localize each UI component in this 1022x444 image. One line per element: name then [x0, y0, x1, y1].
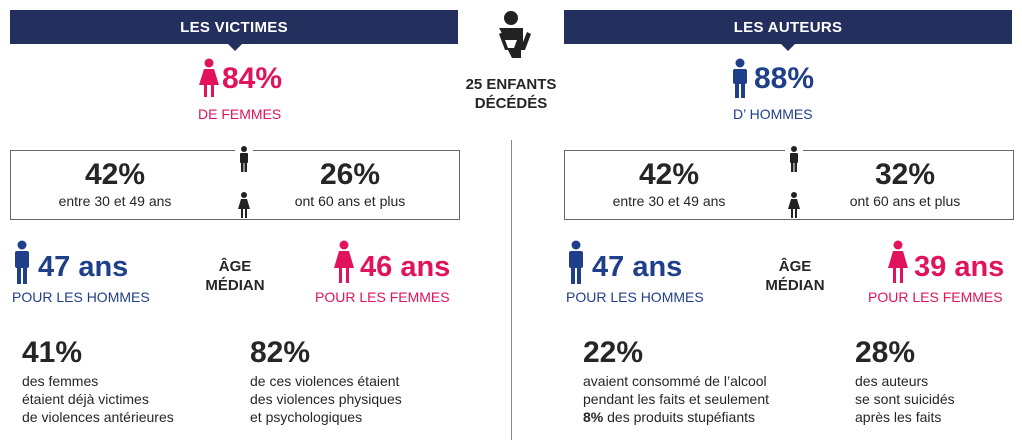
victims-stat1-line1: des femmes	[22, 373, 99, 389]
authors-age-men-label: POUR LES HOMMES	[566, 289, 704, 305]
man-small-icon	[785, 146, 803, 172]
woman-icon	[333, 240, 355, 284]
victims-stat2-line1: de ces violences étaient	[250, 373, 400, 389]
authors-stat1-line3-rest: des produits stupéfiants	[603, 409, 755, 425]
man-icon	[730, 58, 750, 98]
victims-box-left-txt: entre 30 et 49 ans	[58, 193, 172, 209]
authors-median-line2: MÉDIAN	[765, 277, 825, 294]
victims-header-label: LES VICTIMES	[180, 18, 288, 36]
authors-age-men: 47 ans	[592, 251, 683, 283]
victims-header: LES VICTIMES	[10, 10, 458, 44]
authors-median-label: ÂGE MÉDIAN	[760, 257, 830, 295]
authors-box-left-txt: entre 30 et 49 ans	[612, 193, 726, 209]
victims-stat2-line3: et psychologiques	[250, 409, 363, 425]
woman-icon	[198, 58, 220, 98]
authors-box-right-pct: 32%	[874, 158, 936, 191]
woman-small-icon	[785, 192, 803, 218]
baby-icon	[490, 10, 532, 60]
victims-stat1-line3: de violences antérieures	[22, 409, 174, 425]
victims-main-pct: 84%	[222, 62, 283, 95]
dead-children-label: 25 ENFANTS DÉCÉDÉS	[456, 75, 566, 113]
dead-children-line1: 25 ENFANTS	[465, 76, 557, 93]
victims-stat1-pct: 41%	[22, 336, 83, 369]
authors-age-women-label: POUR LES FEMMES	[868, 289, 1003, 305]
victims-stat1-text: des femmes étaient déjà victimes de viol…	[22, 372, 174, 426]
authors-stat2-text: des auteurs se sont suicidés après les f…	[855, 372, 955, 426]
victims-median-line1: ÂGE	[218, 258, 252, 275]
authors-stat1-line3-bold: 8%	[583, 409, 604, 425]
authors-stat2-line1: des auteurs	[855, 373, 929, 389]
victims-stat2-line2: des violences physiques	[250, 391, 402, 407]
victims-header-pointer	[228, 44, 242, 51]
authors-header-pointer	[781, 44, 795, 51]
victims-stat1-line2: étaient déjà victimes	[22, 391, 149, 407]
man-icon	[12, 240, 32, 284]
authors-header-label: LES AUTEURS	[733, 18, 843, 36]
authors-median-line1: ÂGE	[778, 258, 812, 275]
victims-stat2-pct: 82%	[250, 336, 311, 369]
authors-main-pct: 88%	[754, 62, 815, 95]
authors-stat1-line1: avaient consommé de l’alcool	[583, 373, 767, 389]
center-divider	[511, 140, 512, 440]
authors-stat1-line3: 8% des produits stupéfiants	[583, 408, 769, 426]
victims-stat2-text: de ces violences étaient des violences p…	[250, 372, 402, 426]
victims-age-women-label: POUR LES FEMMES	[315, 289, 450, 305]
authors-age-women: 39 ans	[914, 251, 1005, 283]
authors-stat1-text: avaient consommé de l’alcool pendant les…	[583, 372, 769, 426]
victims-median-line2: MÉDIAN	[205, 277, 265, 294]
dead-children-line2: DÉCÉDÉS	[474, 95, 548, 112]
authors-stat1-pct: 22%	[583, 336, 644, 369]
authors-stat1-line2: pendant les faits et seulement	[583, 391, 770, 407]
authors-stat2-line3: après les faits	[855, 409, 942, 425]
authors-box-right-txt: ont 60 ans et plus	[849, 193, 961, 209]
victims-box-left-pct: 42%	[84, 158, 146, 191]
victims-median-label: ÂGE MÉDIAN	[200, 257, 270, 295]
authors-stat2-pct: 28%	[855, 336, 916, 369]
authors-main-label: D’ HOMMES	[733, 106, 813, 122]
woman-small-icon	[235, 192, 253, 218]
authors-stat2-line2: se sont suicidés	[855, 391, 955, 407]
victims-age-men: 47 ans	[38, 251, 129, 283]
victims-age-women: 46 ans	[360, 251, 451, 283]
victims-box-right-pct: 26%	[319, 158, 381, 191]
authors-header: LES AUTEURS	[564, 10, 1012, 44]
victims-box-right-txt: ont 60 ans et plus	[294, 193, 406, 209]
woman-icon	[887, 240, 909, 284]
victims-main-label: DE FEMMES	[198, 106, 282, 122]
victims-age-men-label: POUR LES HOMMES	[12, 289, 150, 305]
authors-box-left-pct: 42%	[638, 158, 700, 191]
man-icon	[566, 240, 586, 284]
man-small-icon	[235, 146, 253, 172]
